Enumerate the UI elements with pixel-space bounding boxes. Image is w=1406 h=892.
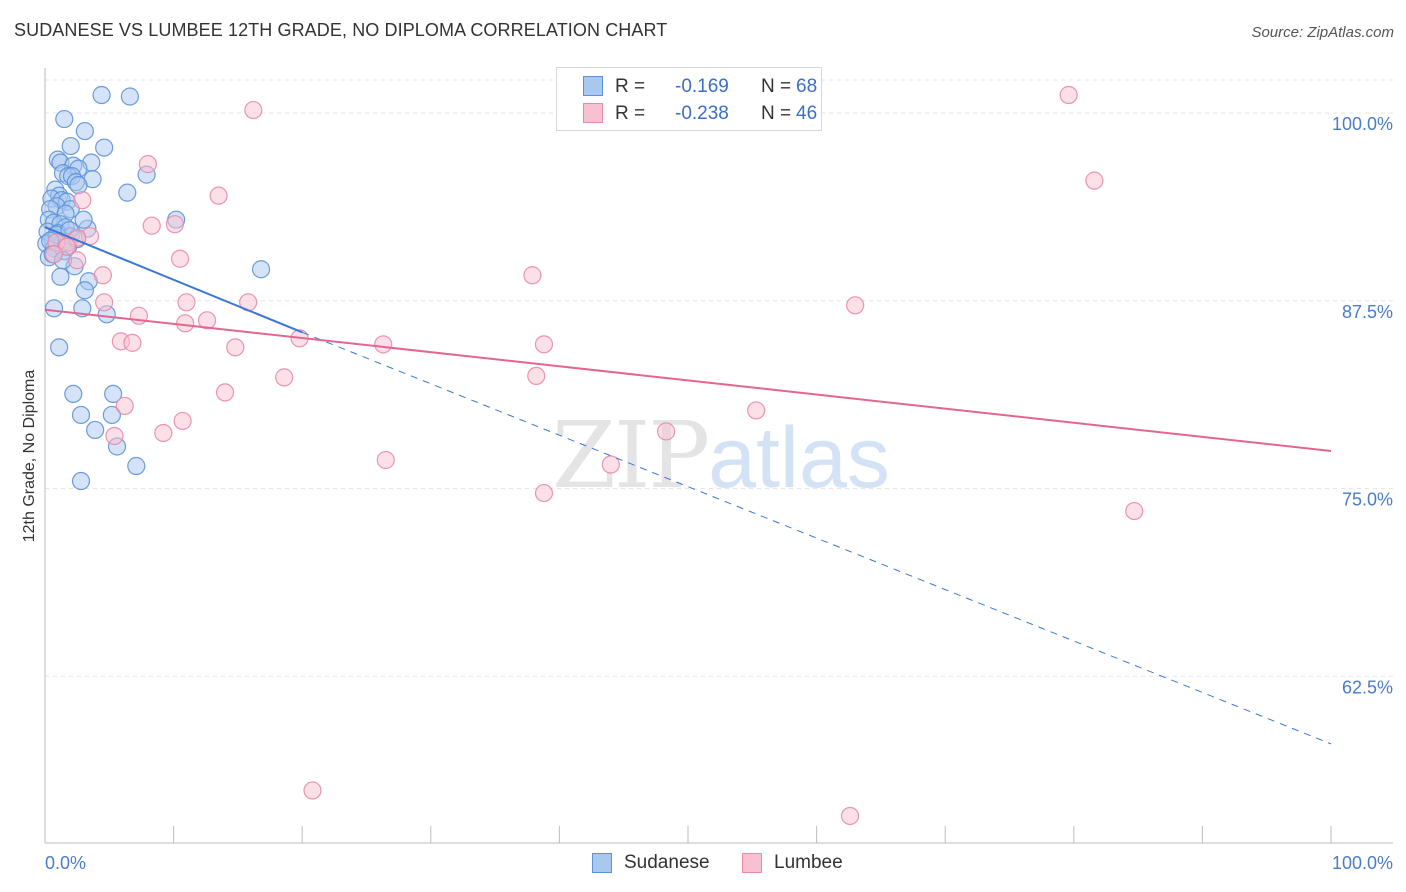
y-tick-label: 75.0% bbox=[1342, 490, 1393, 510]
lumbee-point bbox=[523, 266, 542, 285]
lumbee-point bbox=[534, 483, 554, 503]
lumbee-point bbox=[376, 450, 395, 470]
sudanese-point bbox=[75, 121, 94, 141]
sudanese-point bbox=[74, 210, 93, 229]
watermark-atlas: atlas bbox=[708, 410, 890, 506]
lumbee-point bbox=[275, 368, 294, 387]
sudanese-trend-line-solid bbox=[44, 226, 303, 334]
sudanese-legend-swatch bbox=[592, 853, 612, 873]
trend-lines bbox=[44, 226, 1332, 745]
lumbee-point bbox=[215, 383, 235, 402]
x-tick-label: 0.0% bbox=[45, 853, 86, 873]
sudanese-point bbox=[251, 260, 271, 279]
sudanese-point bbox=[55, 109, 74, 129]
tick-labels: 62.5% 75.0% 87.5% 100.0% 0.0% 100.0% bbox=[45, 114, 1393, 873]
sudanese-point bbox=[71, 405, 91, 425]
x-tick-label: 100.0% bbox=[1332, 853, 1393, 873]
lumbee-point bbox=[93, 266, 112, 285]
lumbee-point bbox=[142, 216, 161, 235]
sudanese-point bbox=[92, 85, 111, 105]
lumbee-point bbox=[226, 338, 245, 357]
lumbee-swatch bbox=[583, 103, 603, 123]
lumbee-point bbox=[123, 333, 142, 352]
lumbee-point bbox=[1059, 85, 1078, 105]
lumbee-point bbox=[95, 293, 114, 312]
lumbee-point bbox=[176, 314, 195, 333]
sudanese-point bbox=[44, 299, 64, 318]
lumbee-point bbox=[840, 806, 860, 826]
sudanese-trend-line-dashed bbox=[302, 331, 1332, 745]
lumbee-point bbox=[601, 455, 620, 474]
lumbee-points bbox=[44, 85, 1144, 826]
lumbee-point bbox=[846, 296, 865, 315]
lumbee-point bbox=[138, 155, 157, 174]
lumbee-point bbox=[154, 423, 173, 443]
sudanese-point bbox=[95, 138, 114, 157]
lumbee-point bbox=[374, 335, 393, 354]
lumbee-point bbox=[170, 249, 190, 268]
lumbee-point bbox=[105, 426, 124, 446]
lumbee-point bbox=[244, 100, 263, 120]
lumbee-point bbox=[527, 366, 546, 385]
sudanese-r-label: R = bbox=[615, 76, 646, 97]
sudanese-point bbox=[102, 405, 121, 425]
lumbee-n-value: 46 bbox=[796, 103, 818, 124]
sudanese-point bbox=[75, 281, 94, 300]
lumbee-point bbox=[197, 311, 217, 330]
lumbee-n-label: N = bbox=[761, 103, 792, 124]
grid bbox=[45, 79, 1393, 677]
lumbee-point bbox=[68, 251, 87, 270]
lumbee-point bbox=[534, 335, 554, 354]
sudanese-point bbox=[61, 136, 80, 156]
sudanese-point bbox=[51, 267, 70, 286]
lumbee-r-label: R = bbox=[615, 103, 646, 124]
sudanese-point bbox=[50, 338, 69, 357]
sudanese-point bbox=[120, 87, 139, 106]
sudanese-point bbox=[118, 183, 137, 202]
sudanese-legend-label: Sudanese bbox=[624, 852, 710, 873]
sudanese-point bbox=[86, 420, 105, 440]
sudanese-point bbox=[64, 384, 83, 404]
lumbee-legend-swatch bbox=[742, 853, 762, 873]
lumbee-legend-label: Lumbee bbox=[774, 852, 843, 873]
lumbee-point bbox=[73, 191, 92, 210]
lumbee-point bbox=[115, 396, 134, 416]
sudanese-point bbox=[69, 176, 88, 195]
sudanese-point bbox=[127, 456, 146, 476]
lumbee-point bbox=[44, 245, 64, 264]
stats-legend: R = -0.169 N = 68 R = -0.238 N = 46 bbox=[556, 67, 822, 131]
y-tick-label: 87.5% bbox=[1342, 302, 1393, 322]
watermark: ZIPatlas bbox=[552, 402, 890, 509]
lumbee-trend-line-solid bbox=[44, 308, 1332, 452]
lumbee-point bbox=[165, 215, 184, 234]
lumbee-point bbox=[747, 401, 766, 420]
lumbee-r-value: -0.238 bbox=[675, 103, 729, 124]
lumbee-point bbox=[177, 293, 196, 312]
lumbee-point bbox=[1085, 171, 1104, 190]
y-tick-label: 62.5% bbox=[1342, 677, 1393, 697]
lumbee-point bbox=[173, 411, 192, 431]
y-tick-label: 100.0% bbox=[1332, 114, 1393, 134]
sudanese-n-label: N = bbox=[761, 76, 792, 97]
watermark-zip: ZIP bbox=[552, 402, 710, 509]
axes bbox=[44, 68, 1393, 844]
lumbee-point bbox=[303, 781, 322, 800]
sudanese-swatch bbox=[583, 76, 603, 96]
sudanese-points bbox=[37, 85, 271, 491]
sudanese-point bbox=[104, 384, 123, 404]
lumbee-point bbox=[209, 186, 228, 205]
sudanese-point bbox=[71, 471, 91, 491]
lumbee-point bbox=[657, 422, 676, 441]
chart-title: SUDANESE VS LUMBEE 12TH GRADE, NO DIPLOM… bbox=[14, 20, 668, 40]
source-note: Source: ZipAtlas.com bbox=[1251, 24, 1394, 41]
sudanese-n-value: 68 bbox=[796, 76, 818, 97]
lumbee-point bbox=[1125, 501, 1144, 521]
sudanese-r-value: -0.169 bbox=[675, 76, 729, 97]
